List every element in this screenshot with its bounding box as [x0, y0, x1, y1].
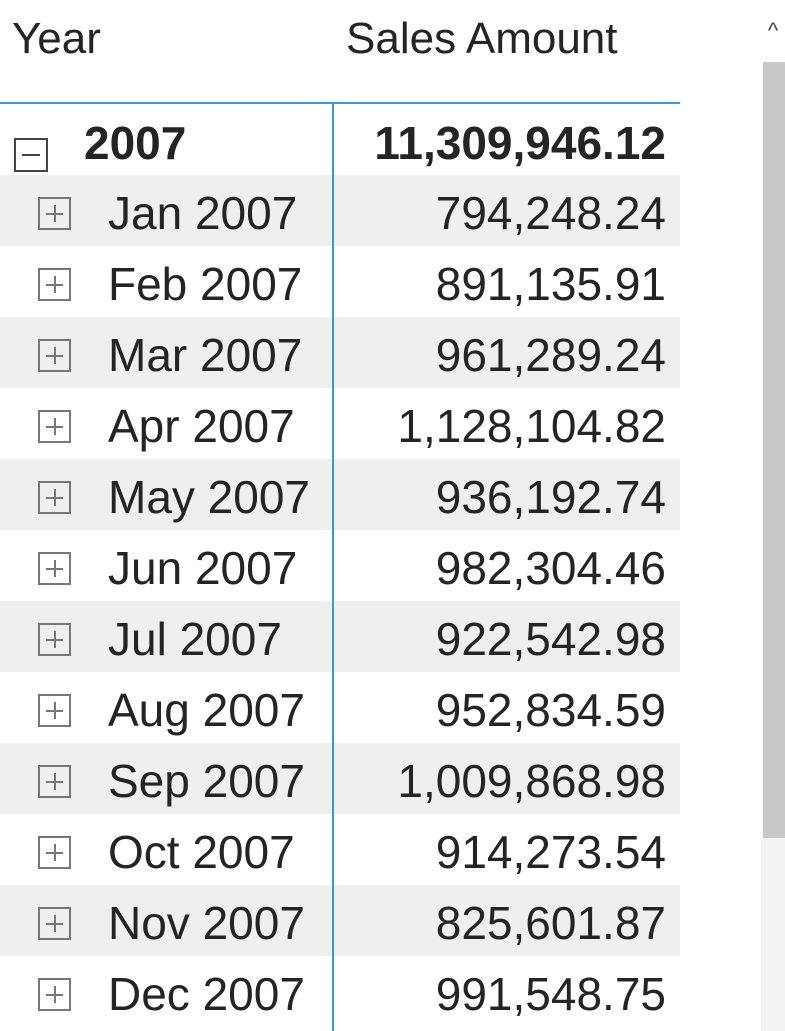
year-label: 2007 — [84, 117, 187, 169]
sales-amount-cell: 914,273.54 — [435, 826, 666, 878]
month-label: Aug 2007 — [108, 684, 305, 736]
table-row: Aug 2007 952,834.59 — [0, 672, 680, 743]
table-row: Sep 2007 1,009,868.98 — [0, 743, 680, 814]
sales-amount-cell: 922,542.98 — [435, 613, 666, 665]
sales-amount-cell: 991,548.75 — [435, 968, 666, 1020]
collapse-icon[interactable] — [14, 138, 48, 172]
table-row: Apr 2007 1,128,104.82 — [0, 388, 680, 459]
vertical-scrollbar[interactable]: ^ — [761, 0, 785, 1031]
column-divider — [332, 102, 334, 1031]
table-row: Jun 2007 982,304.46 — [0, 530, 680, 601]
month-label: Nov 2007 — [108, 897, 305, 949]
expand-icon[interactable] — [38, 907, 71, 940]
table-row: May 2007 936,192.74 — [0, 459, 680, 530]
sales-amount-cell: 982,304.46 — [435, 542, 666, 594]
expand-icon[interactable] — [38, 694, 71, 727]
month-label: Feb 2007 — [108, 258, 303, 310]
month-label: Apr 2007 — [108, 400, 295, 452]
sales-amount-cell: 1,009,868.98 — [397, 755, 666, 807]
header-divider — [0, 102, 680, 104]
expand-icon[interactable] — [38, 481, 71, 514]
table-row: Jul 2007 922,542.98 — [0, 601, 680, 672]
scrollbar-thumb[interactable] — [763, 62, 785, 838]
expand-icon[interactable] — [38, 836, 71, 869]
month-label: Jun 2007 — [108, 542, 298, 594]
month-label: Mar 2007 — [108, 329, 303, 381]
expand-icon[interactable] — [38, 197, 71, 230]
column-header: Year Sales Amount — [0, 0, 680, 104]
header-year[interactable]: Year — [12, 14, 101, 63]
year-row: 2007 11,309,946.12 — [0, 104, 680, 175]
sales-amount-cell: 936,192.74 — [435, 471, 666, 523]
table-row: Feb 2007 891,135.91 — [0, 246, 680, 317]
month-label: Sep 2007 — [108, 755, 305, 807]
table-row: Mar 2007 961,289.24 — [0, 317, 680, 388]
month-label: Jan 2007 — [108, 187, 298, 239]
expand-icon[interactable] — [38, 623, 71, 656]
scrollbar-track[interactable] — [761, 838, 785, 1031]
expand-icon[interactable] — [38, 765, 71, 798]
year-total: 11,309,946.12 — [374, 117, 666, 169]
sales-amount-cell: 952,834.59 — [435, 684, 666, 736]
table-row: Oct 2007 914,273.54 — [0, 814, 680, 885]
matrix-visual: Year Sales Amount 2007 11,309,946.12 Jan… — [0, 0, 680, 1031]
chevron-up-icon[interactable]: ^ — [767, 18, 779, 43]
table-row: Jan 2007 794,248.24 — [0, 175, 680, 246]
table-row: Nov 2007 825,601.87 — [0, 885, 680, 956]
expand-icon[interactable] — [38, 552, 71, 585]
month-label: Dec 2007 — [108, 968, 305, 1020]
expand-icon[interactable] — [38, 339, 71, 372]
sales-amount-cell: 1,128,104.82 — [397, 400, 666, 452]
month-label: May 2007 — [108, 471, 311, 523]
month-label: Oct 2007 — [108, 826, 295, 878]
expand-icon[interactable] — [38, 978, 71, 1011]
expand-icon[interactable] — [38, 268, 71, 301]
month-label: Jul 2007 — [108, 613, 282, 665]
table-row: Dec 2007 991,548.75 — [0, 956, 680, 1027]
sales-amount-cell: 794,248.24 — [435, 187, 666, 239]
sales-amount-cell: 825,601.87 — [435, 897, 666, 949]
sales-amount-cell: 961,289.24 — [435, 329, 666, 381]
sales-amount-cell: 891,135.91 — [435, 258, 666, 310]
expand-icon[interactable] — [38, 410, 71, 443]
header-sales-amount[interactable]: Sales Amount — [346, 14, 618, 63]
